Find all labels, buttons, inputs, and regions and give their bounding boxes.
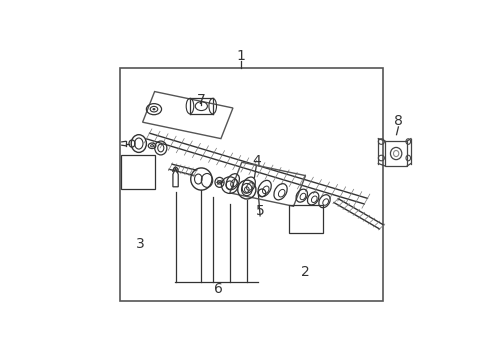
Text: 7: 7 xyxy=(197,93,205,107)
Bar xyxy=(120,68,383,301)
Text: 8: 8 xyxy=(393,114,402,128)
Text: 5: 5 xyxy=(255,204,264,218)
Ellipse shape xyxy=(153,108,155,110)
Text: 4: 4 xyxy=(251,154,260,168)
Text: 3: 3 xyxy=(136,237,145,251)
Text: 1: 1 xyxy=(236,49,245,63)
Text: 2: 2 xyxy=(301,265,309,279)
Text: 6: 6 xyxy=(214,282,223,296)
